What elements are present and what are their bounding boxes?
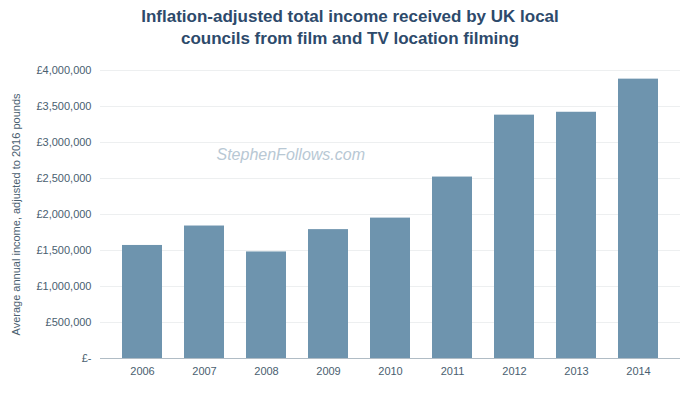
svg-text:Average annual income, adjuste: Average annual income, adjusted to 2016 … <box>10 93 22 335</box>
svg-text:2006: 2006 <box>130 365 154 377</box>
svg-text:£4,000,000: £4,000,000 <box>36 64 91 76</box>
svg-text:2009: 2009 <box>316 365 340 377</box>
svg-text:2010: 2010 <box>378 365 402 377</box>
svg-text:£3,500,000: £3,500,000 <box>36 100 91 112</box>
svg-text:£-: £- <box>82 352 92 364</box>
svg-text:2012: 2012 <box>502 365 526 377</box>
svg-text:2008: 2008 <box>254 365 278 377</box>
svg-text:2011: 2011 <box>441 365 465 377</box>
svg-text:£3,000,000: £3,000,000 <box>36 136 91 148</box>
svg-text:£1,000,000: £1,000,000 <box>36 280 91 292</box>
svg-text:StephenFollows.com: StephenFollows.com <box>217 146 366 163</box>
svg-text:£1,500,000: £1,500,000 <box>36 244 91 256</box>
svg-text:2014: 2014 <box>626 365 650 377</box>
svg-text:£2,500,000: £2,500,000 <box>36 172 91 184</box>
svg-text:2013: 2013 <box>564 365 588 377</box>
svg-text:£2,000,000: £2,000,000 <box>36 208 91 220</box>
svg-text:2007: 2007 <box>192 365 216 377</box>
svg-text:£500,000: £500,000 <box>46 316 92 328</box>
html-text:Inflation-adjusted total incom: Inflation-adjusted total income received… <box>141 7 559 49</box>
